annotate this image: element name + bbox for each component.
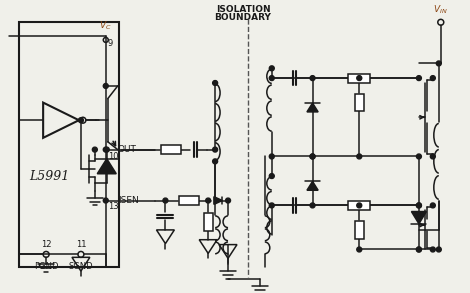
- Circle shape: [269, 203, 274, 208]
- Circle shape: [416, 76, 422, 81]
- Bar: [204, 213, 212, 231]
- Circle shape: [310, 76, 315, 81]
- Text: ISOLATION: ISOLATION: [216, 6, 270, 14]
- Circle shape: [431, 247, 435, 252]
- Bar: [348, 74, 370, 83]
- Circle shape: [310, 154, 315, 159]
- Polygon shape: [411, 212, 426, 224]
- Circle shape: [431, 76, 435, 81]
- Circle shape: [104, 147, 109, 152]
- Circle shape: [103, 147, 108, 152]
- Circle shape: [416, 247, 422, 252]
- Polygon shape: [97, 159, 116, 174]
- Text: 12: 12: [41, 241, 51, 250]
- Circle shape: [269, 173, 274, 178]
- Circle shape: [269, 76, 274, 81]
- Circle shape: [416, 154, 422, 159]
- Text: L5991: L5991: [29, 170, 70, 183]
- Circle shape: [357, 203, 362, 208]
- Circle shape: [226, 198, 230, 203]
- Circle shape: [212, 81, 218, 86]
- Bar: [355, 221, 364, 239]
- Circle shape: [416, 203, 422, 208]
- Circle shape: [103, 198, 108, 203]
- Bar: [19, 22, 119, 267]
- Text: 11: 11: [76, 241, 86, 250]
- Text: ISEN: ISEN: [118, 196, 139, 205]
- Bar: [355, 94, 364, 111]
- Text: 10: 10: [108, 151, 118, 161]
- Circle shape: [357, 76, 362, 81]
- Circle shape: [431, 154, 435, 159]
- Circle shape: [416, 247, 422, 252]
- Polygon shape: [307, 103, 318, 112]
- Circle shape: [92, 147, 97, 152]
- Polygon shape: [307, 181, 318, 190]
- Circle shape: [78, 118, 83, 123]
- Bar: [161, 145, 181, 154]
- Circle shape: [436, 247, 441, 252]
- Circle shape: [206, 198, 211, 203]
- Circle shape: [436, 61, 441, 66]
- Text: BOUNDARY: BOUNDARY: [214, 13, 271, 22]
- Circle shape: [212, 159, 218, 164]
- Circle shape: [416, 203, 422, 208]
- Circle shape: [269, 66, 274, 71]
- Circle shape: [357, 154, 362, 159]
- Bar: [348, 201, 370, 210]
- Circle shape: [310, 154, 315, 159]
- Circle shape: [163, 198, 168, 203]
- Circle shape: [103, 84, 108, 88]
- Text: SGND: SGND: [69, 262, 93, 271]
- Circle shape: [269, 154, 274, 159]
- Circle shape: [431, 203, 435, 208]
- Text: $V_C$: $V_C$: [100, 20, 112, 32]
- Text: $V_{IN}$: $V_{IN}$: [433, 4, 448, 16]
- Polygon shape: [214, 197, 222, 204]
- Text: PGND: PGND: [34, 262, 58, 271]
- Text: 9: 9: [108, 39, 113, 48]
- Circle shape: [310, 203, 315, 208]
- Circle shape: [357, 247, 362, 252]
- Bar: [180, 196, 199, 205]
- Text: OUT: OUT: [118, 145, 137, 154]
- Text: 13: 13: [108, 202, 118, 212]
- Circle shape: [212, 147, 218, 152]
